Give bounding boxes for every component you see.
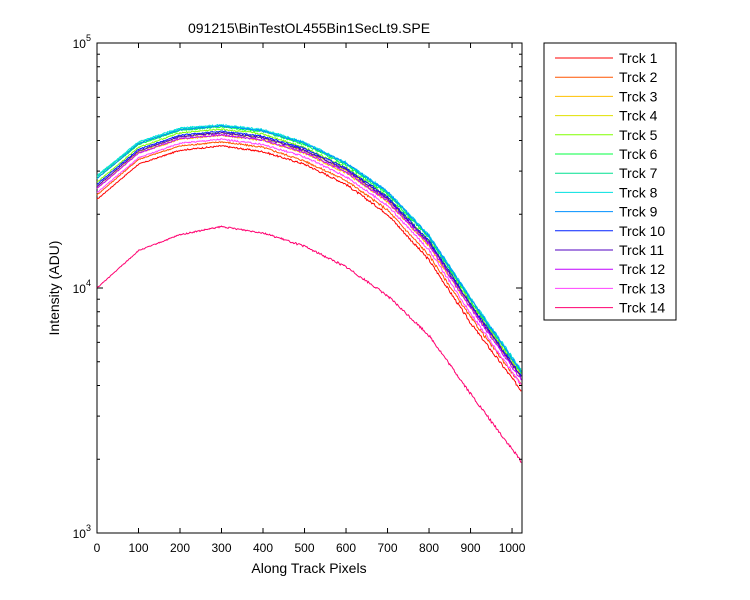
legend-label-2: Trck 2 [619,69,658,85]
series-line-1 [96,145,522,392]
series-line-9 [96,124,522,373]
legend-label-8: Trck 8 [619,184,658,200]
series-line-12 [96,133,522,381]
x-tick-label: 200 [170,541,190,555]
legend-label-5: Trck 5 [619,127,658,143]
y-tick-label: 105 [73,33,91,51]
x-tick-label: 500 [295,541,315,555]
legend-label-1: Trck 1 [619,50,658,66]
x-tick-label: 700 [378,541,398,555]
x-tick-label: 800 [419,541,439,555]
x-axis-label: Along Track Pixels [251,560,366,576]
series-line-10 [96,130,522,377]
plot-area: 0 100 200 300 400 500 600 700 800 900 1000 103 104 10… [73,33,526,555]
x-tick-label: 100 [128,541,148,555]
legend-label-7: Trck 7 [619,165,658,181]
x-tick-label: 600 [336,541,356,555]
legend: Trck 1 Trck 2 Trck 3 Trck 4 Trck 5 Trck 6 Trck… [543,42,677,321]
legend-label-11: Trck 11 [619,242,664,258]
legend-label-6: Trck 6 [619,146,658,162]
x-tick-label: 0 [94,541,101,555]
tick-layer: 0 100 200 300 400 500 600 700 800 900 1000 103 104 10… [73,33,526,555]
legend-label-4: Trck 4 [619,108,658,124]
legend-label-9: Trck 9 [619,204,658,220]
series-layer [96,123,522,463]
x-tick-label: 400 [253,541,273,555]
x-tick-label: 1000 [499,541,526,555]
chart-title: 091215\BinTestOL455Bin1SecLt9.SPE [188,20,430,36]
legend-label-3: Trck 3 [619,88,658,104]
legend-label-12: Trck 12 [619,261,665,277]
series-line-11 [96,131,522,378]
legend-label-14: Trck 14 [619,300,665,316]
y-axis-label: Intensity (ADU) [46,241,62,336]
y-tick-label: 104 [73,278,91,296]
x-tick-label: 900 [461,541,481,555]
legend-label-10: Trck 10 [619,223,665,239]
legend-label-13: Trck 13 [619,280,665,296]
series-line-14 [96,225,522,463]
series-line-13 [96,138,522,385]
y-tick-label: 103 [73,523,91,541]
x-tick-label: 300 [211,541,231,555]
legend-box [543,42,677,321]
series-line-2 [96,141,522,386]
